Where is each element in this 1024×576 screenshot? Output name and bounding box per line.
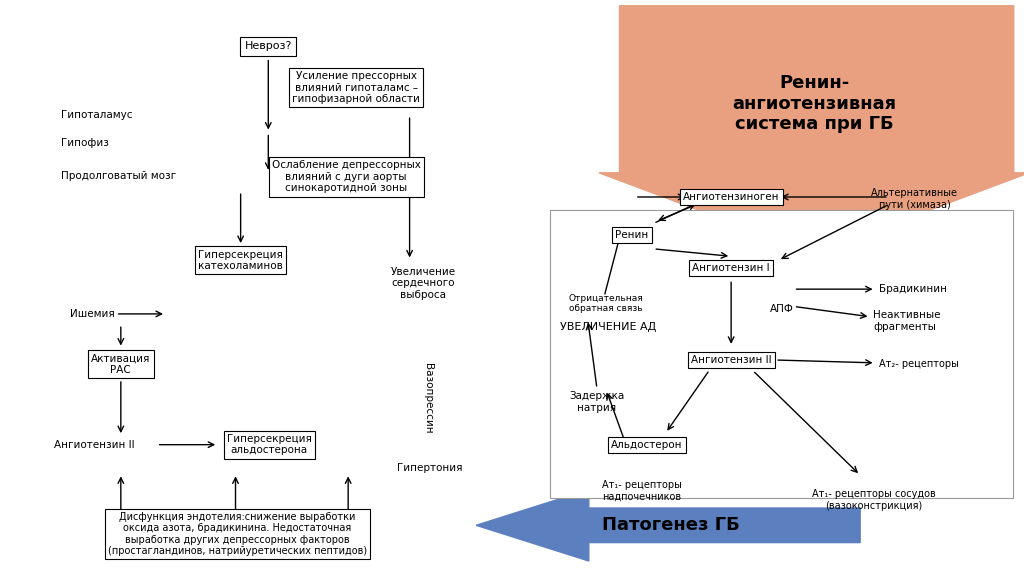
Text: Вазопрессин: Вазопрессин [423, 363, 433, 434]
Text: УВЕЛИЧЕНИЕ АД: УВЕЛИЧЕНИЕ АД [560, 322, 656, 332]
Text: Усиление прессорных
влияний гипоталамс –
гипофизарной области: Усиление прессорных влияний гипоталамс –… [293, 71, 420, 104]
Text: Активация
РАС: Активация РАС [91, 353, 151, 375]
Text: Брадикинин: Брадикинин [879, 284, 946, 294]
Text: Ат₁- рецепторы
надпочечников: Ат₁- рецепторы надпочечников [602, 480, 682, 502]
Text: Альтернативные
пути (химаза): Альтернативные пути (химаза) [871, 188, 957, 210]
Text: Увеличение
сердечного
выброса: Увеличение сердечного выброса [390, 267, 456, 300]
Text: Задержка
натрия: Задержка натрия [569, 391, 625, 413]
Text: Патогенез ГБ: Патогенез ГБ [602, 516, 739, 535]
Text: Гиперсекреция
альдостерона: Гиперсекреция альдостерона [227, 434, 311, 456]
Text: Ренин-
ангиотензивная
система при ГБ: Ренин- ангиотензивная система при ГБ [732, 74, 896, 134]
Text: Неактивные
фрагменты: Неактивные фрагменты [873, 310, 941, 332]
Text: Альдостерон: Альдостерон [611, 439, 683, 450]
Text: Дисфункция эндотелия:снижение выработки
оксида азота, брадикинина. Недостаточная: Дисфункция эндотелия:снижение выработки … [108, 511, 368, 556]
Text: Невроз?: Невроз? [245, 41, 292, 51]
Text: Гиперсекреция
катехоламинов: Гиперсекреция катехоламинов [199, 249, 283, 271]
Text: Гипертония: Гипертония [397, 463, 463, 473]
Text: Ат₁- рецепторы сосудов
(вазоконстрикция): Ат₁- рецепторы сосудов (вазоконстрикция) [812, 489, 935, 511]
Text: Гипофиз: Гипофиз [61, 138, 110, 148]
Text: АПФ: АПФ [770, 304, 795, 314]
Polygon shape [599, 6, 1024, 253]
Text: Ангиотензин II: Ангиотензин II [54, 439, 135, 450]
FancyBboxPatch shape [550, 210, 1013, 498]
Polygon shape [476, 490, 860, 561]
Text: Отрицательная
обратная связь: Отрицательная обратная связь [569, 294, 643, 313]
Text: Ангиотензиноген: Ангиотензиноген [683, 192, 779, 202]
Text: Ангиотензин I: Ангиотензин I [692, 263, 770, 273]
Text: Ренин: Ренин [615, 230, 648, 240]
Text: Ангиотензин II: Ангиотензин II [691, 355, 771, 365]
Text: Гипоталамус: Гипоталамус [61, 110, 133, 120]
Text: Ат₂- рецепторы: Ат₂- рецепторы [879, 359, 958, 369]
Text: Продолговатый мозг: Продолговатый мозг [61, 170, 176, 181]
Text: Ослабление депрессорных
влияний с дуги аорты
синокаротидной зоны: Ослабление депрессорных влияний с дуги а… [271, 160, 421, 194]
Text: Ишемия: Ишемия [70, 309, 115, 319]
